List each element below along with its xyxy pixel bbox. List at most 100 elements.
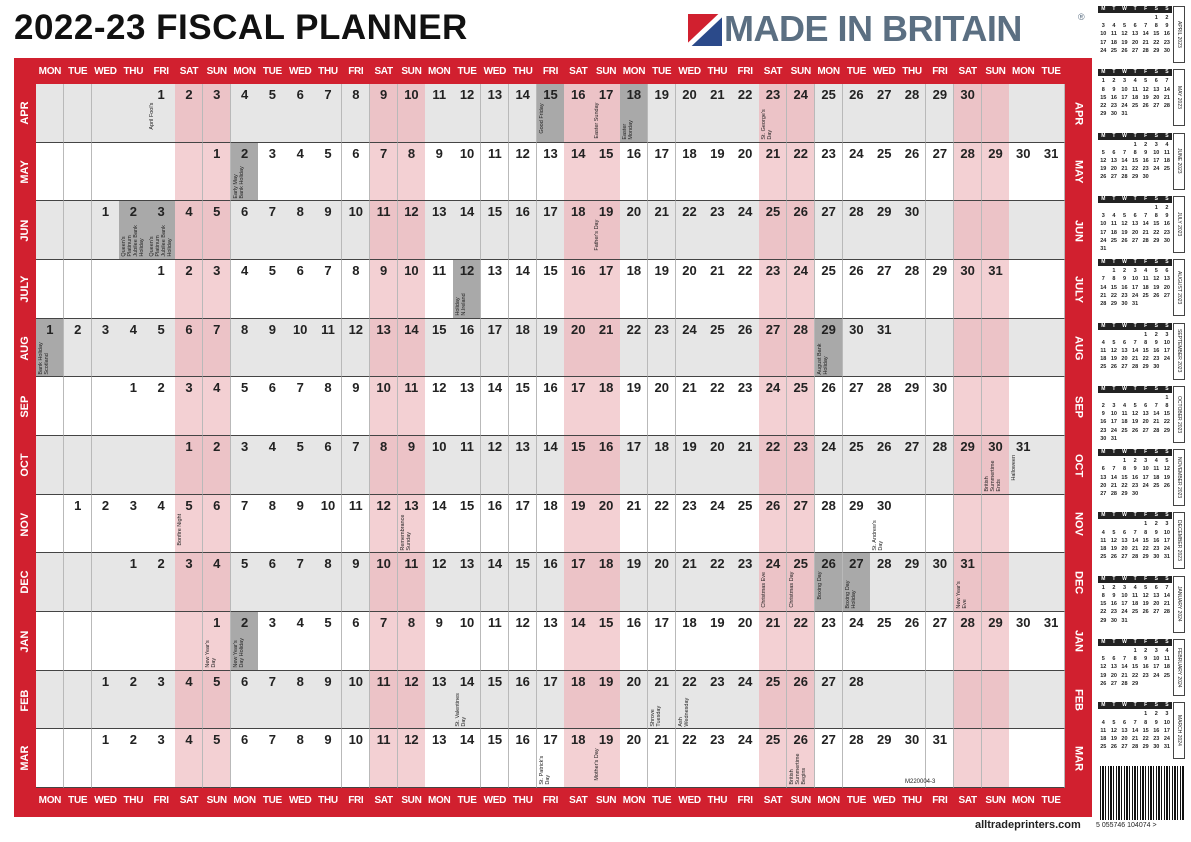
day-number: 5 xyxy=(213,204,221,220)
mini-day: 10 xyxy=(1110,411,1117,418)
day-cell xyxy=(147,142,176,202)
day-number: 27 xyxy=(821,204,836,220)
day-cell xyxy=(703,377,732,436)
day-number: 8 xyxy=(407,615,416,630)
day-cell xyxy=(453,670,482,730)
mini-day: 7 xyxy=(1144,213,1148,220)
day-cell xyxy=(480,318,510,378)
month-label: JUN xyxy=(1072,219,1085,242)
day-number: 27 xyxy=(821,673,836,689)
day-number: 30 xyxy=(1016,145,1031,161)
weekday-label: SAT xyxy=(569,795,588,806)
mini-day: 21 xyxy=(1163,601,1170,608)
mini-day: 13 xyxy=(1142,411,1149,418)
mini-day: 11 xyxy=(1163,656,1170,663)
day-cell xyxy=(36,260,65,319)
day-cell xyxy=(508,729,538,788)
mini-day: 16 xyxy=(1142,158,1149,164)
barcode xyxy=(1100,766,1184,820)
weekday-label: FRI xyxy=(932,795,948,806)
weekday-label: MON xyxy=(1012,795,1035,806)
mini-day: 28 xyxy=(1132,364,1139,371)
day-number: 23 xyxy=(737,556,753,572)
day-cell xyxy=(508,318,538,378)
day-number: 23 xyxy=(682,497,697,513)
day-number: 24 xyxy=(821,439,836,454)
day-number: 29 xyxy=(876,204,892,220)
day-cell xyxy=(369,201,399,260)
day-number: 13 xyxy=(432,204,447,220)
day-cell xyxy=(147,670,176,730)
day-cell xyxy=(536,201,565,260)
mini-day: 10 xyxy=(1121,86,1128,93)
day-cell xyxy=(842,377,871,436)
mini-day: 2 xyxy=(1122,268,1127,275)
day-number: 1 xyxy=(101,204,110,220)
day-number: 18 xyxy=(571,673,586,689)
mini-day: 1 xyxy=(1112,268,1116,275)
mini-day: 18 xyxy=(1100,356,1107,363)
day-cell xyxy=(480,670,510,730)
day-number: 16 xyxy=(487,497,503,513)
weekday-label: WED xyxy=(872,66,896,77)
weekday-label: THU xyxy=(123,66,144,77)
day-number: 27 xyxy=(793,497,809,513)
mini-day: 12 xyxy=(1121,31,1128,38)
day-cell xyxy=(647,612,677,671)
mini-weekday: T xyxy=(1133,69,1137,76)
mini-day: 17 xyxy=(1121,94,1128,101)
day-cell xyxy=(286,318,315,378)
day-number: 25 xyxy=(765,204,781,220)
event-label: Bonfire Night xyxy=(177,513,184,546)
day-cell xyxy=(536,729,565,788)
day-number: 24 xyxy=(765,380,781,396)
mini-day: 24 xyxy=(1153,166,1160,173)
day-cell xyxy=(814,318,843,378)
mini-day: 1 xyxy=(1154,15,1158,21)
mini-day: 31 xyxy=(1100,245,1107,252)
day-cell xyxy=(731,553,760,612)
day-number: 24 xyxy=(793,87,809,102)
month-label: NOV xyxy=(1072,512,1085,536)
day-number: 2 xyxy=(129,673,137,689)
mini-weekday: F xyxy=(1144,449,1148,456)
weekday-label: SUN xyxy=(595,795,617,806)
mini-day: 7 xyxy=(1101,276,1105,283)
day-number: 26 xyxy=(904,615,920,630)
day-cell xyxy=(314,729,343,788)
day-cell xyxy=(1037,318,1066,378)
day-cell xyxy=(36,670,65,730)
mini-weekday: T xyxy=(1133,512,1137,519)
day-number: 24 xyxy=(737,732,753,748)
mini-day: 26 xyxy=(1100,174,1107,181)
mini-weekday: M xyxy=(1101,449,1106,456)
day-cell xyxy=(814,201,843,260)
day-cell xyxy=(620,142,649,202)
mini-day: 22 xyxy=(1100,102,1107,109)
mini-day: 10 xyxy=(1142,466,1149,473)
day-cell xyxy=(453,142,482,202)
day-cell xyxy=(564,670,593,730)
mini-day: 5 xyxy=(1133,403,1137,409)
mini-day: 12 xyxy=(1110,727,1117,734)
mini-day: 21 xyxy=(1100,292,1107,299)
day-cell xyxy=(397,436,426,495)
mini-day: 5 xyxy=(1144,584,1148,591)
mini-day: 13 xyxy=(1132,221,1139,228)
mini-day: 22 xyxy=(1153,39,1160,46)
day-number: 28 xyxy=(932,439,948,454)
weekday-label: SUN xyxy=(401,66,422,77)
day-number: 19 xyxy=(626,556,642,572)
mini-day: 11 xyxy=(1163,149,1170,156)
day-number: 18 xyxy=(571,732,586,748)
event-label: Queen's Platinum Jubilee Bank Holiday xyxy=(121,225,146,257)
mini-day: 20 xyxy=(1121,735,1128,742)
mini-day: 17 xyxy=(1153,664,1160,671)
day-cell xyxy=(703,494,732,554)
mini-day: 20 xyxy=(1121,546,1128,552)
day-cell xyxy=(230,142,259,202)
day-cell xyxy=(119,318,148,378)
day-cell xyxy=(647,84,677,143)
day-number: 24 xyxy=(793,263,809,278)
day-number: 3 xyxy=(268,615,276,630)
